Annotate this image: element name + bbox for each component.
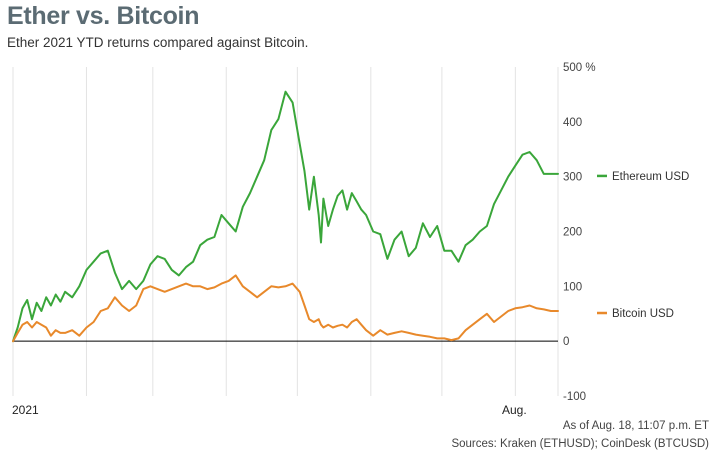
y-tick-label: 300 <box>563 172 582 184</box>
y-tick-label: 0 <box>563 336 569 348</box>
chart-title: Ether vs. Bitcoin <box>7 2 200 30</box>
y-tick-label: -100 <box>563 391 586 403</box>
y-tick-label: 200 <box>563 227 582 239</box>
timestamp-note: As of Aug. 18, 11:07 p.m. ET <box>562 420 709 432</box>
y-tick-label: 400 <box>563 117 582 129</box>
y-tick-label: 100 <box>563 281 582 293</box>
sources-note: Sources: Kraken (ETHUSD); CoinDesk (BTCU… <box>451 438 709 450</box>
x-tick-label: Aug. <box>502 403 527 417</box>
x-tick-label: 2021 <box>12 403 39 417</box>
series-line-bitcoin-usd <box>12 274 559 343</box>
legend-label: Ethereum USD <box>612 171 689 183</box>
series-line-ethereum-usd <box>12 90 559 343</box>
chart-subtitle: Ether 2021 YTD returns compared against … <box>7 35 309 50</box>
legend-label: Bitcoin USD <box>612 308 674 320</box>
y-tick-label: 500 % <box>563 62 596 74</box>
